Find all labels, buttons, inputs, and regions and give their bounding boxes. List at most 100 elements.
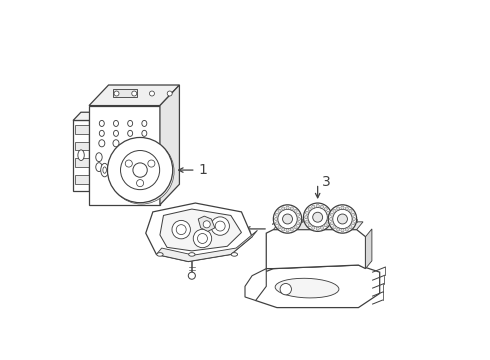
Circle shape — [303, 203, 332, 231]
Polygon shape — [366, 229, 372, 269]
Polygon shape — [303, 217, 332, 220]
Circle shape — [290, 207, 294, 210]
Ellipse shape — [99, 130, 104, 136]
Ellipse shape — [78, 150, 84, 161]
Ellipse shape — [157, 253, 163, 256]
Circle shape — [107, 138, 172, 203]
Bar — [75, 158, 89, 167]
Circle shape — [121, 150, 160, 190]
Circle shape — [167, 91, 172, 96]
Circle shape — [215, 221, 225, 231]
Circle shape — [296, 213, 299, 216]
Circle shape — [274, 217, 278, 221]
Circle shape — [286, 206, 289, 209]
Circle shape — [211, 217, 229, 235]
Circle shape — [148, 160, 155, 167]
Polygon shape — [146, 203, 252, 261]
Circle shape — [305, 216, 308, 219]
Circle shape — [337, 207, 340, 210]
Polygon shape — [160, 85, 179, 205]
Circle shape — [349, 225, 352, 229]
Polygon shape — [156, 230, 257, 261]
Ellipse shape — [189, 253, 195, 256]
Circle shape — [278, 225, 281, 229]
Bar — [75, 141, 89, 150]
Circle shape — [308, 208, 311, 211]
Circle shape — [349, 210, 352, 212]
Circle shape — [125, 160, 132, 167]
Circle shape — [338, 214, 347, 224]
Ellipse shape — [96, 153, 102, 162]
Text: 1: 1 — [198, 163, 207, 177]
Circle shape — [294, 210, 297, 212]
Circle shape — [316, 204, 319, 207]
Bar — [75, 175, 89, 184]
Circle shape — [306, 211, 309, 215]
Circle shape — [320, 226, 323, 229]
Circle shape — [324, 224, 327, 227]
Polygon shape — [198, 216, 215, 231]
Circle shape — [278, 210, 281, 212]
Ellipse shape — [275, 278, 339, 298]
Circle shape — [280, 283, 292, 295]
Polygon shape — [328, 219, 357, 222]
Circle shape — [137, 180, 144, 187]
Ellipse shape — [101, 163, 109, 177]
Polygon shape — [73, 120, 89, 191]
Circle shape — [172, 220, 191, 239]
Circle shape — [273, 205, 302, 233]
Circle shape — [278, 210, 297, 229]
Circle shape — [133, 163, 147, 177]
Circle shape — [345, 228, 348, 231]
Circle shape — [197, 234, 207, 243]
Circle shape — [275, 213, 279, 216]
Ellipse shape — [96, 163, 102, 171]
Circle shape — [149, 91, 154, 96]
Ellipse shape — [99, 140, 105, 147]
Circle shape — [308, 208, 327, 227]
Circle shape — [312, 226, 315, 229]
Polygon shape — [273, 257, 365, 269]
Circle shape — [290, 228, 294, 231]
Circle shape — [193, 229, 212, 248]
Circle shape — [327, 216, 331, 219]
Circle shape — [345, 207, 348, 210]
Circle shape — [296, 222, 299, 225]
Bar — [75, 125, 89, 134]
Circle shape — [308, 224, 311, 227]
Text: 2: 2 — [270, 222, 279, 236]
Ellipse shape — [128, 130, 133, 136]
Circle shape — [341, 229, 344, 232]
Ellipse shape — [103, 167, 106, 173]
Circle shape — [330, 222, 334, 225]
Ellipse shape — [99, 120, 104, 126]
Ellipse shape — [114, 120, 119, 126]
Ellipse shape — [114, 130, 119, 136]
Circle shape — [312, 205, 315, 208]
Polygon shape — [160, 209, 242, 251]
Circle shape — [275, 222, 279, 225]
Circle shape — [333, 210, 352, 229]
Circle shape — [313, 212, 322, 222]
Circle shape — [203, 221, 210, 228]
Circle shape — [282, 207, 285, 210]
Circle shape — [297, 217, 300, 221]
Circle shape — [333, 225, 336, 229]
Polygon shape — [160, 125, 169, 150]
Polygon shape — [113, 89, 137, 96]
Circle shape — [282, 228, 285, 231]
Circle shape — [330, 217, 333, 221]
Text: 3: 3 — [322, 175, 331, 189]
Ellipse shape — [113, 140, 119, 147]
Circle shape — [286, 229, 289, 232]
Circle shape — [352, 217, 355, 221]
Circle shape — [351, 213, 355, 216]
Polygon shape — [273, 219, 302, 222]
Circle shape — [294, 225, 297, 229]
Circle shape — [333, 210, 336, 212]
Ellipse shape — [142, 130, 147, 136]
Circle shape — [328, 205, 357, 233]
Circle shape — [341, 206, 344, 209]
Circle shape — [283, 214, 293, 224]
Circle shape — [330, 213, 334, 216]
